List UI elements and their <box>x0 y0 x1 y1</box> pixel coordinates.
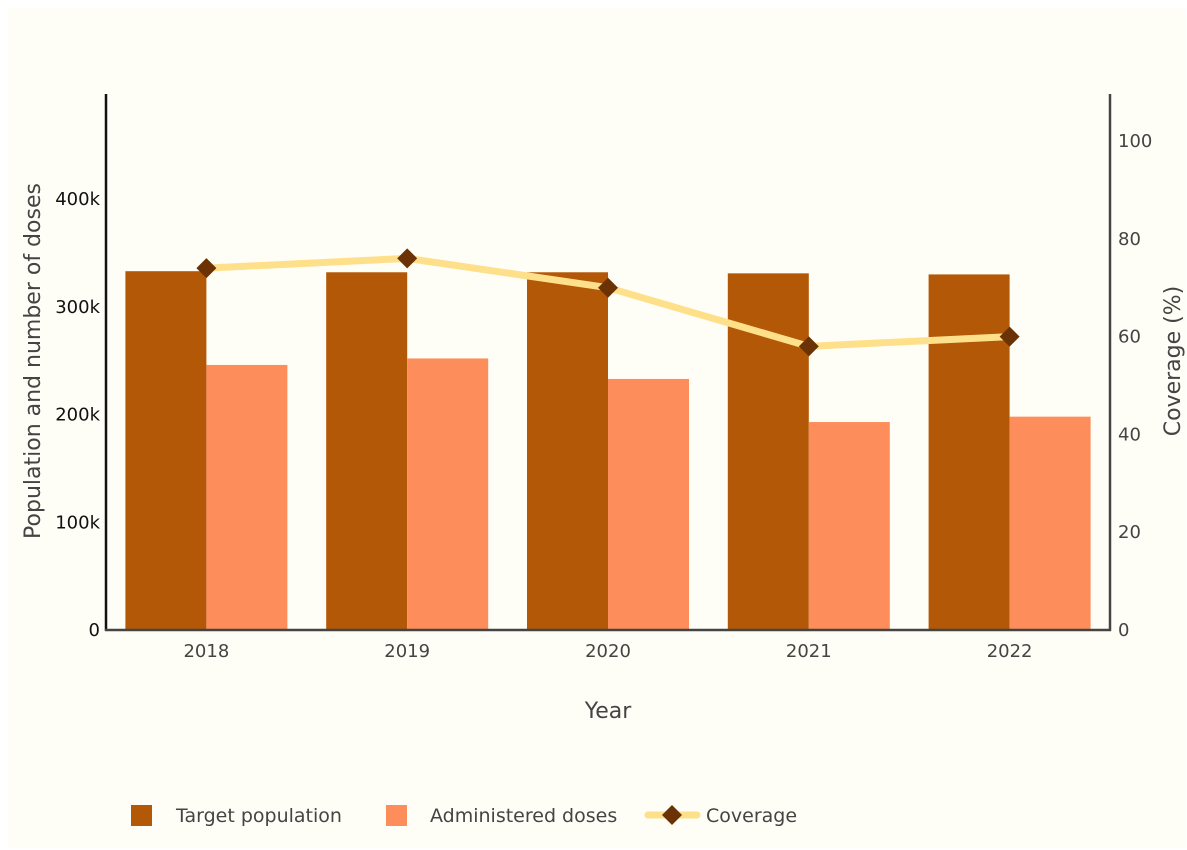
legend-label-target-population: Target population <box>175 805 342 827</box>
coverage-point-2021[interactable] <box>798 336 819 357</box>
y2-tick-label: 80 <box>1118 229 1141 250</box>
y2-axis-title: Coverage (%) <box>1161 286 1186 436</box>
legend-item-target-population[interactable]: Target population <box>131 805 342 827</box>
x-axis-title: Year <box>584 699 633 724</box>
coverage-point-2020[interactable] <box>598 277 618 298</box>
coverage-point-2018[interactable] <box>196 258 217 279</box>
y-tick-label: 100k <box>55 512 100 533</box>
bar-administered-doses-2022[interactable] <box>1009 416 1091 630</box>
bar-administered-doses-2019[interactable] <box>407 358 489 630</box>
y-axis-title: Population and number of doses <box>21 183 46 539</box>
legend-swatch-coverage-marker <box>662 805 682 825</box>
y2-tick-label: 0 <box>1118 620 1129 641</box>
bar-administered-doses-2018[interactable] <box>206 364 288 630</box>
y2-tick-label: 60 <box>1118 327 1141 348</box>
legend-swatch-administered-doses <box>386 805 407 826</box>
y2-tick-label: 20 <box>1118 522 1141 543</box>
bar-target-population-2020[interactable] <box>527 272 608 630</box>
legend-label-coverage: Coverage <box>706 805 797 827</box>
bar-administered-doses-2020[interactable] <box>608 378 689 630</box>
legend-item-coverage[interactable]: Coverage <box>644 805 797 827</box>
y-tick-label: 0 <box>89 620 100 641</box>
bar-target-population-2018[interactable] <box>125 271 207 630</box>
y-tick-label: 400k <box>55 189 100 210</box>
x-tick-label: 2019 <box>384 641 430 662</box>
legend: Target population Administered doses Cov… <box>131 805 797 827</box>
legend-swatch-target-population <box>131 805 152 826</box>
legend-item-administered-doses[interactable]: Administered doses <box>386 805 617 827</box>
bar-target-population-2022[interactable] <box>928 274 1010 630</box>
coverage-point-2019[interactable] <box>397 248 418 269</box>
y2-tick-label: 100 <box>1118 131 1152 152</box>
y2-tick-label: 40 <box>1118 424 1141 445</box>
bar-administered-doses-2021[interactable] <box>808 422 890 630</box>
bar-target-population-2019[interactable] <box>326 272 408 630</box>
x-tick-label: 2021 <box>786 641 832 662</box>
ticks-layer: 0 100k 200k 300k 400k 0 20 40 60 80 100 2018 2019 202… <box>55 131 1152 662</box>
legend-label-administered-doses: Administered doses <box>430 805 617 827</box>
axes-layer <box>104 94 1112 632</box>
coverage-point-2022[interactable] <box>999 326 1020 347</box>
y-tick-label: 200k <box>55 405 100 426</box>
bars-layer <box>125 271 1091 630</box>
x-tick-label: 2020 <box>585 641 631 662</box>
y-tick-label: 300k <box>55 297 100 318</box>
x-tick-label: 2022 <box>987 641 1033 662</box>
x-tick-label: 2018 <box>183 641 229 662</box>
coverage-line-layer <box>196 248 1020 357</box>
